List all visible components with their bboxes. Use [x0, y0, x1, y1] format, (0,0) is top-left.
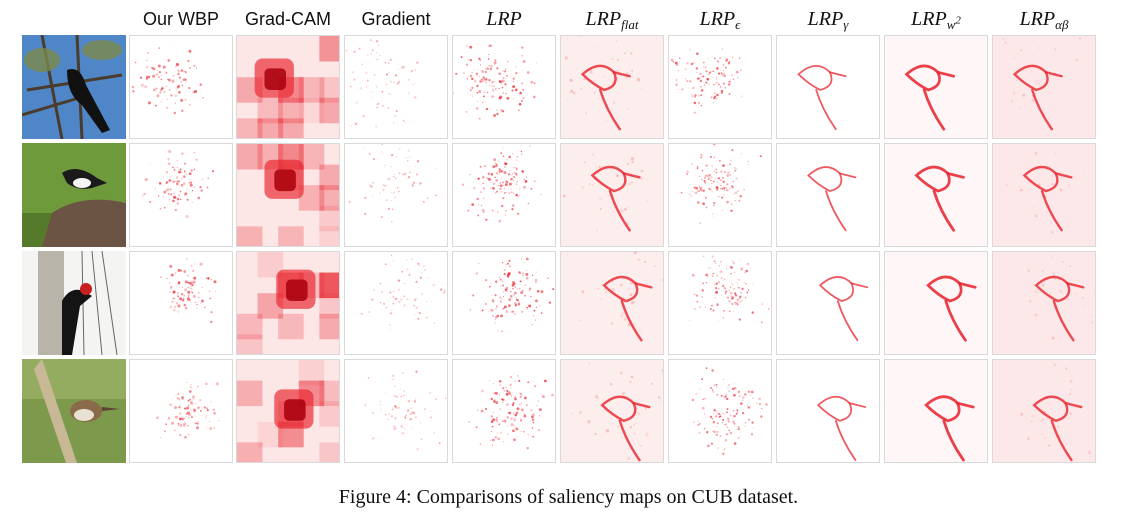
heatmap-image	[691, 367, 768, 456]
header-wbp: Our WBP	[142, 9, 219, 29]
heatmap-image	[993, 36, 1095, 138]
saliency-map-gradcam	[236, 359, 340, 463]
figure-caption: Figure 4: Comparisons of saliency maps o…	[338, 486, 799, 508]
heatmap-image	[453, 43, 538, 120]
saliency-map-lrp-epsilon	[668, 143, 772, 247]
heatmap-image	[461, 145, 542, 223]
heatmap-image	[348, 144, 437, 223]
saliency-map-lrp-epsilon	[668, 251, 772, 355]
saliency-map-lrp-flat	[560, 251, 664, 355]
saliency-map-lrp-gamma	[776, 251, 880, 355]
header-lrp-gamma: LRPγ	[807, 8, 849, 32]
heatmap-image	[885, 252, 987, 354]
heatmap-image	[131, 47, 204, 115]
saliency-map-lrp-alphabeta	[992, 251, 1096, 355]
heatmap-image	[156, 382, 220, 439]
bird-image	[22, 35, 126, 139]
bird-image	[22, 143, 126, 247]
saliency-map-lrp-gamma	[776, 35, 880, 139]
heatmap-image	[345, 39, 419, 128]
heatmap-image	[993, 360, 1095, 462]
header-lrp-w2: LRPw2	[911, 8, 961, 32]
heatmap-image	[993, 252, 1095, 354]
heatmap-image	[680, 144, 762, 224]
saliency-map-gradcam	[236, 143, 340, 247]
bird-photo	[22, 359, 126, 463]
saliency-map-lrp-w2	[884, 359, 988, 463]
saliency-map-lrp-w2	[884, 251, 988, 355]
saliency-map-gradient	[344, 143, 448, 247]
header-lrp-alphabeta: LRPαβ	[1019, 8, 1069, 32]
saliency-map-lrp-alphabeta	[992, 35, 1096, 139]
saliency-map-gradient	[344, 251, 448, 355]
heatmap-image	[670, 48, 743, 114]
bird-image	[22, 359, 126, 463]
saliency-map-wbp	[129, 143, 233, 247]
header-gradient: Gradient	[361, 9, 431, 29]
heatmap-image	[561, 144, 663, 246]
saliency-map-gradcam	[236, 35, 340, 139]
heatmap-image	[797, 65, 847, 131]
saliency-map-lrp-flat	[560, 359, 664, 463]
saliency-map-lrp-w2	[884, 35, 988, 139]
header-gradcam: Grad-CAM	[244, 9, 331, 29]
saliency-map-lrp-epsilon	[668, 359, 772, 463]
saliency-map-lrp	[452, 35, 556, 139]
header-lrp: LRP	[486, 8, 522, 30]
saliency-map-wbp	[129, 251, 233, 355]
heatmap-image	[469, 257, 555, 333]
heatmap-image	[141, 149, 215, 219]
heatmap-image	[468, 375, 554, 450]
saliency-map-lrp-alphabeta	[992, 143, 1096, 247]
heatmap-image	[561, 360, 663, 462]
saliency-map-lrp-alphabeta	[992, 359, 1096, 463]
bird-photo	[22, 143, 126, 247]
saliency-map-lrp	[452, 143, 556, 247]
heatmap-image	[561, 252, 663, 354]
heatmap-image	[885, 36, 987, 138]
saliency-map-lrp	[452, 359, 556, 463]
saliency-map-lrp-flat	[560, 35, 664, 139]
heatmap-image	[237, 360, 339, 462]
heatmap-image	[885, 144, 987, 246]
saliency-map-lrp	[452, 251, 556, 355]
heatmap-image	[237, 144, 339, 246]
saliency-map-gradcam	[236, 251, 340, 355]
header-lrp-flat: LRPflat	[585, 8, 639, 32]
heatmap-image	[561, 36, 663, 138]
heatmap-image	[807, 166, 857, 232]
heatmap-image	[360, 254, 447, 330]
header-lrp-epsilon: LRPϵ	[699, 8, 741, 32]
saliency-map-wbp	[129, 359, 233, 463]
saliency-map-lrp-w2	[884, 143, 988, 247]
heatmap-image	[689, 255, 770, 324]
saliency-map-lrp-gamma	[776, 359, 880, 463]
heatmap-image	[159, 257, 217, 324]
bird-photo	[22, 251, 126, 355]
heatmap-image	[364, 370, 447, 451]
saliency-map-lrp-epsilon	[668, 35, 772, 139]
heatmap-image	[993, 144, 1095, 246]
saliency-map-gradient	[344, 35, 448, 139]
bird-image	[22, 251, 126, 355]
heatmap-image	[237, 36, 339, 138]
saliency-map-lrp-flat	[560, 143, 664, 247]
heatmap-image	[818, 276, 869, 342]
saliency-map-gradient	[344, 359, 448, 463]
bird-photo	[22, 35, 126, 139]
saliency-map-lrp-gamma	[776, 143, 880, 247]
heatmap-image	[816, 395, 867, 461]
heatmap-image	[237, 252, 339, 354]
saliency-map-wbp	[129, 35, 233, 139]
heatmap-image	[885, 360, 987, 462]
